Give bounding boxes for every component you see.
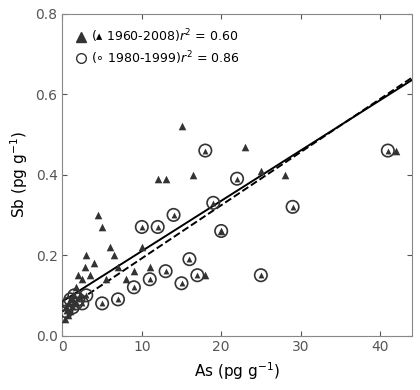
- Point: [131, 268, 137, 274]
- Point: [91, 260, 97, 266]
- Point: [63, 308, 70, 315]
- Point: [257, 272, 264, 278]
- Point: [131, 284, 137, 291]
- Point: [170, 212, 177, 218]
- Point: [66, 300, 72, 307]
- Point: [234, 176, 240, 182]
- Point: [71, 292, 78, 298]
- Point: [69, 304, 76, 310]
- Point: [194, 272, 201, 278]
- Point: [178, 123, 185, 129]
- Point: [83, 292, 89, 298]
- Point: [186, 256, 193, 262]
- Point: [289, 204, 296, 210]
- Point: [69, 292, 76, 298]
- Point: [281, 172, 288, 178]
- Point: [103, 276, 110, 282]
- Point: [218, 228, 225, 234]
- Point: [170, 212, 177, 218]
- Point: [154, 176, 161, 182]
- Point: [63, 304, 70, 310]
- X-axis label: As (pg g$^{-1}$): As (pg g$^{-1}$): [194, 360, 280, 382]
- Point: [73, 300, 79, 307]
- Point: [115, 296, 121, 303]
- Point: [115, 296, 121, 303]
- Point: [75, 272, 81, 278]
- Point: [257, 272, 264, 278]
- Point: [147, 276, 153, 282]
- Point: [69, 304, 76, 310]
- Point: [87, 272, 94, 278]
- Point: [186, 256, 193, 262]
- Point: [392, 147, 399, 154]
- Point: [147, 276, 153, 282]
- Point: [178, 280, 185, 286]
- Point: [139, 224, 145, 230]
- Point: [384, 147, 391, 154]
- Point: [384, 147, 391, 154]
- Y-axis label: Sb (pg g$^{-1}$): Sb (pg g$^{-1}$): [8, 131, 30, 218]
- Point: [162, 176, 169, 182]
- Point: [289, 204, 296, 210]
- Point: [210, 200, 217, 206]
- Point: [75, 296, 81, 303]
- Point: [66, 300, 72, 307]
- Point: [111, 252, 118, 258]
- Point: [67, 296, 74, 303]
- Point: [67, 308, 74, 315]
- Point: [79, 276, 86, 282]
- Point: [115, 264, 121, 270]
- Point: [154, 224, 161, 230]
- Point: [73, 300, 79, 307]
- Point: [202, 147, 209, 154]
- Point: [218, 228, 225, 234]
- Point: [194, 272, 201, 278]
- Point: [154, 224, 161, 230]
- Point: [95, 212, 102, 218]
- Point: [139, 244, 145, 250]
- Point: [63, 308, 70, 315]
- Point: [67, 296, 74, 303]
- Point: [83, 252, 89, 258]
- Point: [162, 268, 169, 274]
- Point: [71, 292, 78, 298]
- Point: [234, 176, 240, 182]
- Point: [68, 296, 75, 303]
- Point: [162, 268, 169, 274]
- Point: [83, 292, 89, 298]
- Point: [99, 224, 105, 230]
- Point: [79, 300, 86, 307]
- Point: [257, 168, 264, 174]
- Legend: ($\blacktriangle$ 1960-2008)$r^2$ = 0.60, ($\circ$ 1980-1999)$r^2$ = 0.86: ($\blacktriangle$ 1960-2008)$r^2$ = 0.60…: [69, 20, 247, 74]
- Point: [139, 224, 145, 230]
- Point: [123, 276, 129, 282]
- Point: [75, 296, 81, 303]
- Point: [190, 172, 197, 178]
- Point: [202, 272, 209, 278]
- Point: [73, 284, 79, 291]
- Point: [241, 144, 248, 150]
- Point: [66, 300, 72, 307]
- Point: [76, 292, 83, 298]
- Point: [147, 264, 153, 270]
- Point: [218, 228, 225, 234]
- Point: [81, 264, 88, 270]
- Point: [79, 300, 86, 307]
- Point: [107, 244, 113, 250]
- Point: [210, 200, 217, 206]
- Point: [99, 300, 105, 307]
- Point: [178, 280, 185, 286]
- Point: [202, 147, 209, 154]
- Point: [71, 300, 78, 307]
- Point: [131, 284, 137, 291]
- Point: [99, 300, 105, 307]
- Point: [61, 316, 68, 323]
- Point: [65, 312, 71, 319]
